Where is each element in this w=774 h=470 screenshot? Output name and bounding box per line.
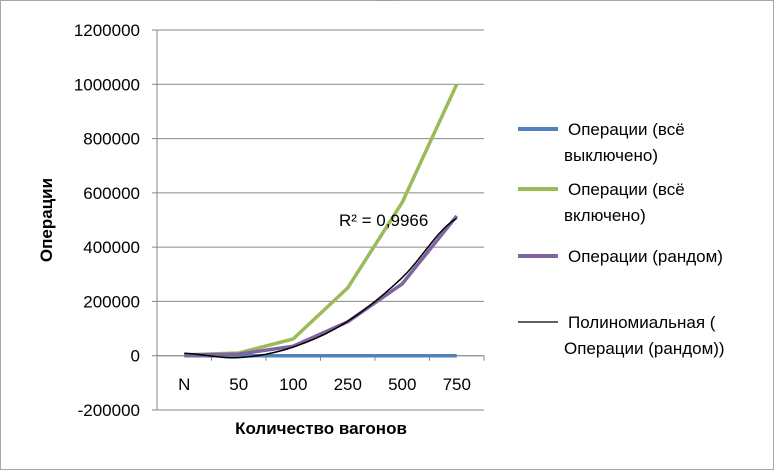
- y-tick-labels: -200000 0 200000 400000 600000 800000 1000000 1…: [74, 21, 140, 420]
- plot-series[interactable]: [184, 83, 459, 359]
- y-tick-label: 1200000: [74, 21, 140, 40]
- legend-entry-4[interactable]: Полиномиальная ( Операции (рандом)): [518, 313, 725, 358]
- y-axis-title: Операции: [37, 178, 56, 262]
- legend-entry-1[interactable]: Операции (всё выключено): [518, 120, 685, 165]
- legend-label: Операции (рандом): [568, 247, 723, 266]
- x-tick-label: N: [178, 375, 190, 394]
- legend[interactable]: Операции (всё выключено) Операции (всё вклю…: [518, 120, 725, 358]
- legend-label: Операции (всё: [568, 180, 685, 199]
- x-tick-label: 100: [279, 375, 307, 394]
- x-tick-label: 750: [443, 375, 471, 394]
- y-tick-label: 1000000: [74, 75, 140, 94]
- x-tick-label: 500: [388, 375, 416, 394]
- x-tick-label: 250: [334, 375, 362, 394]
- legend-entry-2[interactable]: Операции (всё включено): [518, 180, 685, 225]
- legend-label: Операции (рандом)): [564, 339, 725, 358]
- legend-label: Полиномиальная (: [568, 313, 716, 332]
- y-tick-label: 600000: [83, 184, 140, 203]
- r-squared-label: R² = 0,9966: [339, 211, 428, 230]
- resize-grip[interactable]: [376, 0, 398, 5]
- series-line-3[interactable]: [184, 214, 459, 357]
- y-tick-label: 0: [131, 347, 140, 366]
- legend-entry-3[interactable]: Операции (рандом): [518, 247, 723, 266]
- x-tick-label: 50: [229, 375, 248, 394]
- y-tick-label: 200000: [83, 292, 140, 311]
- legend-label: выключено): [564, 146, 658, 165]
- y-tick-label: -200000: [78, 401, 140, 420]
- y-tick-label: 400000: [83, 238, 140, 257]
- legend-label: Операции (всё: [568, 120, 685, 139]
- legend-label: включено): [564, 206, 646, 225]
- x-tick-labels: N 50 100 250 500 750: [178, 375, 471, 394]
- x-axis-title: Количество вагонов: [235, 419, 407, 438]
- trendline[interactable]: [184, 217, 458, 359]
- y-tick-label: 800000: [83, 130, 140, 149]
